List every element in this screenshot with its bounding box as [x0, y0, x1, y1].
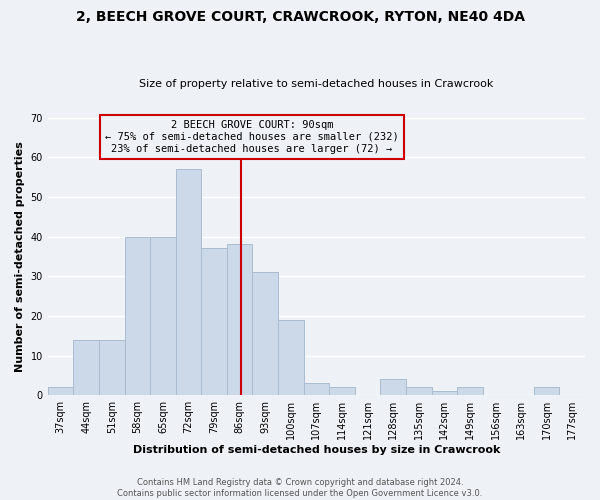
Bar	[534, 388, 559, 395]
Bar	[431, 391, 457, 395]
Y-axis label: Number of semi-detached properties: Number of semi-detached properties	[15, 141, 25, 372]
Title: Size of property relative to semi-detached houses in Crawcrook: Size of property relative to semi-detach…	[139, 79, 494, 89]
Bar	[99, 340, 125, 395]
Bar	[278, 320, 304, 395]
Bar	[48, 388, 73, 395]
Bar	[201, 248, 227, 395]
Bar	[406, 388, 431, 395]
Bar	[253, 272, 278, 395]
Text: Contains HM Land Registry data © Crown copyright and database right 2024.
Contai: Contains HM Land Registry data © Crown c…	[118, 478, 482, 498]
Bar	[329, 388, 355, 395]
Bar	[227, 244, 253, 395]
Text: 2 BEECH GROVE COURT: 90sqm
← 75% of semi-detached houses are smaller (232)
23% o: 2 BEECH GROVE COURT: 90sqm ← 75% of semi…	[105, 120, 399, 154]
X-axis label: Distribution of semi-detached houses by size in Crawcrook: Distribution of semi-detached houses by …	[133, 445, 500, 455]
Bar	[380, 380, 406, 395]
Bar	[150, 236, 176, 395]
Bar	[457, 388, 482, 395]
Bar	[304, 384, 329, 395]
Bar	[176, 169, 201, 395]
Bar	[125, 236, 150, 395]
Bar	[73, 340, 99, 395]
Text: 2, BEECH GROVE COURT, CRAWCROOK, RYTON, NE40 4DA: 2, BEECH GROVE COURT, CRAWCROOK, RYTON, …	[76, 10, 524, 24]
